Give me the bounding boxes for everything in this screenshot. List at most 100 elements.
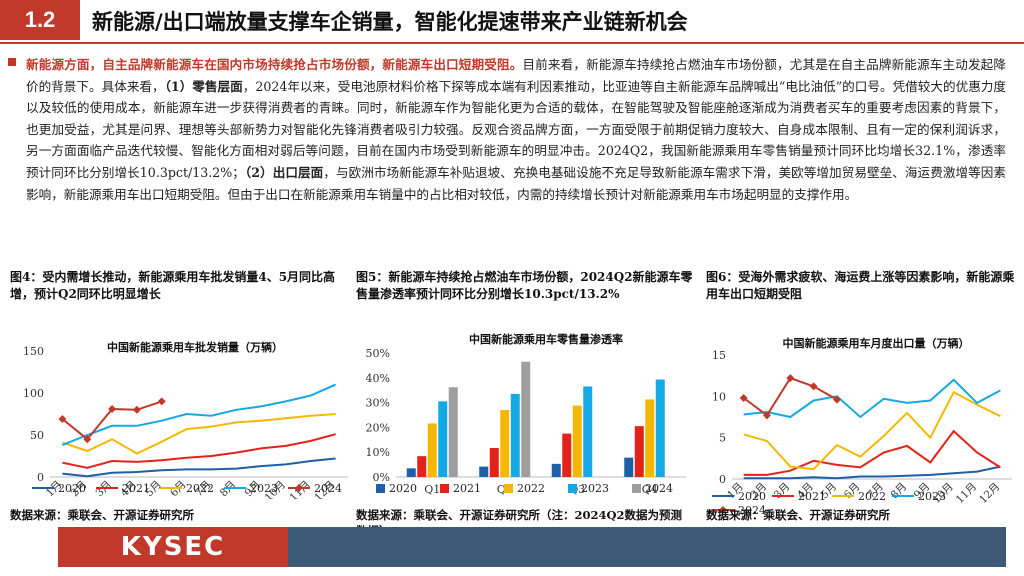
x-tick-label: 3月 — [772, 481, 793, 502]
legend-label-2020: 2020 — [58, 482, 86, 495]
bar-2021-Q1 — [417, 456, 427, 477]
x-tick-label: 11月 — [954, 481, 979, 506]
bar-2021-Q3 — [562, 433, 572, 477]
legend-label-2023: 2023 — [581, 482, 609, 495]
x-tick-label: Q1 — [424, 483, 440, 496]
figure-5-title: 图5：新能源车持续抢占燃油车市场份额，2024Q2新能源车零售量渗透率预计同环比… — [356, 270, 693, 301]
series-line-2023 — [62, 383, 337, 447]
page-title: 新能源/出口端放量支撑车企销量，智能化提速带来产业链新机会 — [92, 10, 688, 34]
data-point-2024 — [786, 374, 795, 383]
legend-label-2023: 2023 — [918, 490, 946, 503]
legend-label-2024: 2024 — [738, 504, 766, 517]
bar-2021-Q4 — [634, 426, 644, 477]
data-point-2024 — [83, 435, 92, 444]
y-tick-label: 0% — [373, 471, 390, 484]
series-line-2021 — [743, 429, 1001, 476]
legend-label-2021: 2021 — [798, 490, 826, 503]
bullet-square-icon — [8, 58, 16, 66]
x-tick-label: 8月 — [888, 481, 909, 502]
legend-swatch-2021 — [440, 484, 449, 493]
bar-2021-Q2 — [489, 447, 499, 477]
footer-bar — [288, 527, 1006, 567]
legend-swatch-2024 — [632, 484, 641, 493]
data-point-2024 — [108, 404, 117, 413]
legend-swatch-2022 — [504, 484, 513, 493]
y-tick-label: 10 — [712, 390, 726, 403]
legend-swatch-2023 — [568, 484, 577, 493]
data-point-2024 — [58, 415, 67, 424]
body-text-3: ，与欧洲市场新能源车补贴退坡、充换电基础设施不充足导致新能源车需求下滑，美欧等增… — [26, 164, 1007, 202]
data-point-2024 — [763, 411, 771, 420]
data-point-2024 — [739, 393, 748, 402]
y-tick-label: 0 — [37, 471, 44, 484]
bar-2023-Q3 — [583, 386, 593, 477]
series-line-2020 — [62, 457, 336, 478]
bar-2020-Q1 — [406, 468, 416, 477]
bar-2022-Q2 — [500, 410, 510, 477]
figure-4: 图4：受内需增长推动，新能源乘用车批发销量4、5月同比高增，预计Q2同环比明显增… — [10, 269, 355, 504]
series-line-2023 — [743, 378, 1001, 419]
legend-label-2023: 2023 — [250, 482, 278, 495]
legend-label-2020: 2020 — [389, 482, 417, 495]
figure-6: 图6：受海外需求疲软、海运费上涨等因素影响，新能源乘用车出口短期受阻 中国新能源… — [706, 269, 1018, 517]
bar-2022-Q1 — [427, 423, 437, 477]
series-line-2024 — [743, 376, 838, 417]
section-number: 1.2 — [0, 0, 80, 40]
y-tick-label: 40% — [366, 372, 390, 385]
data-point-2024 — [132, 405, 141, 414]
data-point-2024 — [157, 397, 166, 406]
y-tick-label: 30% — [366, 397, 390, 410]
label-retail: （1）零售层面 — [164, 78, 243, 94]
x-tick-label: Q4 — [642, 483, 658, 496]
y-tick-label: 15 — [712, 349, 726, 362]
bar-2022-Q4 — [645, 399, 655, 477]
legend-label-2022: 2022 — [517, 482, 545, 495]
legend-label-2021: 2021 — [453, 482, 481, 495]
series-line-2021 — [62, 433, 336, 469]
figure-5-chart: 中国新能源乘用车零售量渗透率0%10%20%30%40%50%Q1Q2Q3Q42… — [366, 332, 686, 496]
legend-label-2021: 2021 — [122, 482, 150, 495]
bar-2023-Q2 — [510, 393, 520, 477]
body-text-2: ，2024年以来，受电池原材料价格下探等成本端有利因素推动，比亚迪等自主新能源车… — [26, 78, 1006, 180]
legend-label-2022: 2022 — [858, 490, 886, 503]
y-tick-label: 20% — [366, 421, 390, 434]
figure-6-title: 图6：受海外需求疲软、海运费上涨等因素影响，新能源乘用车出口短期受阻 — [706, 270, 1015, 301]
bar-2024-Q2 — [521, 361, 531, 477]
y-tick-label: 50 — [30, 429, 44, 442]
header-divider — [0, 42, 1024, 44]
figure-6-source: 数据来源：乘联会、开源证券研究所 — [706, 508, 890, 522]
figure-4-source: 数据来源：乘联会、开源证券研究所 — [10, 508, 194, 522]
y-tick-label: 5 — [719, 432, 726, 445]
lead-sentence: 新能源方面，自主品牌新能源车在国内市场持续抢占市场份额，新能源车出口短期受阻。 — [26, 57, 523, 72]
y-tick-label: 150 — [23, 345, 44, 358]
series-line-2020 — [743, 465, 1001, 480]
bar-2022-Q3 — [572, 405, 582, 477]
y-tick-label: 10% — [366, 446, 390, 459]
page-header: 1.2 新能源/出口端放量支撑车企销量，智能化提速带来产业链新机会 — [0, 0, 1024, 40]
y-tick-label: 100 — [23, 387, 44, 400]
data-point-2024 — [833, 395, 841, 404]
legend-label-2020: 2020 — [738, 490, 766, 503]
legend-marker-2024 — [295, 484, 303, 492]
chart-title: 中国新能源乘用车零售量渗透率 — [469, 332, 623, 346]
data-point-2024 — [809, 382, 818, 391]
legend-label-2024: 2024 — [314, 482, 342, 495]
body-text-1: 目前来看，新能源车持续抢占燃油车市场份额，尤其是在自主品牌新能源车主动发起降价的… — [26, 57, 1007, 94]
bar-2020-Q2 — [479, 466, 489, 477]
legend-marker-2024 — [719, 506, 727, 514]
y-tick-label: 50% — [366, 347, 390, 360]
label-export: （2）出口层面 — [244, 164, 324, 180]
legend-swatch-2020 — [376, 484, 385, 493]
bar-2023-Q4 — [655, 379, 665, 477]
x-tick-label: 12月 — [977, 481, 1002, 506]
bar-2023-Q1 — [438, 401, 448, 477]
figure-4-title: 图4：受内需增长推动，新能源乘用车批发销量4、5月同比高增，预计Q2同环比明显增… — [10, 270, 336, 301]
figure-5: 图5：新能源车持续抢占燃油车市场份额，2024Q2新能源车零售量渗透率预计同环比… — [356, 269, 696, 499]
legend-label-2022: 2022 — [186, 482, 214, 495]
series-line-2022 — [62, 413, 336, 455]
kysec-logo: KYSEC — [58, 527, 288, 567]
bar-2020-Q4 — [624, 457, 634, 477]
bar-2020-Q3 — [551, 463, 561, 477]
